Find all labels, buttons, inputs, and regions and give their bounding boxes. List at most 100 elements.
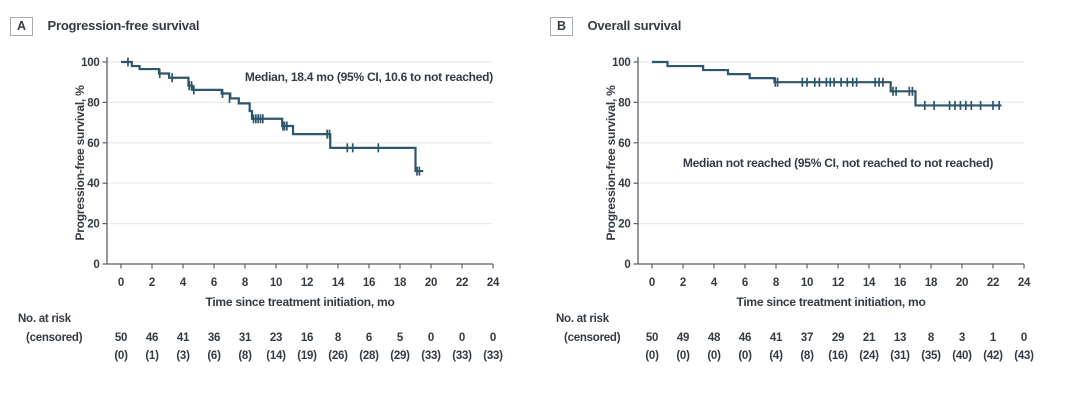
y-tick-label: 40 [618, 178, 630, 190]
censored-value: (8) [238, 350, 252, 362]
censored-value: (16) [828, 350, 848, 362]
x-tick-label: 20 [425, 277, 437, 289]
x-axis-title: Time since treatment initiation, mo [736, 295, 925, 309]
y-tick-label: 0 [624, 259, 630, 271]
panel-label-box: A [10, 17, 34, 36]
censored-value: (14) [266, 350, 286, 362]
censored-value: (0) [738, 350, 752, 362]
censored-value: (33) [452, 350, 472, 362]
median-annotation: Median, 18.4 mo (95% CI, 10.6 to not rea… [245, 70, 493, 84]
at-risk-value: 23 [270, 332, 282, 344]
at-risk-value: 0 [490, 332, 496, 344]
censored-value: (6) [207, 350, 221, 362]
at-risk-value: 0 [1021, 332, 1027, 344]
panel-title: Overall survival [587, 18, 682, 33]
at-risk-value: 29 [832, 332, 844, 344]
censored-value: (0) [676, 350, 690, 362]
y-tick-label: 100 [81, 57, 99, 69]
at-risk-value: 8 [928, 332, 935, 344]
y-tick-label: 60 [87, 138, 99, 150]
censored-label: (censored) [564, 332, 621, 344]
censored-value: (19) [297, 350, 317, 362]
at-risk-value: 50 [115, 332, 127, 344]
y-tick-label: 100 [612, 57, 630, 69]
x-tick-label: 20 [956, 277, 968, 289]
at-risk-value: 37 [801, 332, 813, 344]
x-tick-label: 10 [270, 277, 282, 289]
censored-value: (24) [859, 350, 879, 362]
at-risk-value: 41 [177, 332, 190, 344]
censored-value: (40) [952, 350, 972, 362]
panel-b: B Overall survival 0 20 40 60 80 100 0 2 4 6 8 10 12… [540, 0, 1080, 400]
at-risk-value: 1 [990, 332, 997, 344]
censored-value: (0) [645, 350, 659, 362]
censored-value: (33) [483, 350, 503, 362]
x-tick-label: 18 [925, 277, 938, 289]
at-risk-value: 3 [959, 332, 965, 344]
x-tick-label: 0 [649, 277, 655, 289]
x-tick-label: 2 [149, 277, 155, 289]
censored-value: (28) [359, 350, 379, 362]
x-tick-label: 0 [118, 277, 124, 289]
censored-value: (26) [328, 350, 348, 362]
y-axis-title: Progression-free survival, % [604, 85, 618, 241]
censored-value: (31) [890, 350, 910, 362]
at-risk-value: 5 [397, 332, 404, 344]
censored-value: (8) [800, 350, 814, 362]
at-risk-value: 16 [301, 332, 313, 344]
km-curve [652, 60, 1002, 107]
y-tick-label: 20 [87, 219, 99, 231]
y-tick-label: 20 [618, 219, 630, 231]
median-annotation: Median not reached (95% CI, not reached … [683, 156, 994, 170]
at-risk-value: 8 [335, 332, 342, 344]
panel-a: A Progression-free survival 0 20 40 60 80 100… [10, 17, 503, 362]
x-tick-label: 18 [394, 277, 407, 289]
x-tick-label: 22 [987, 277, 999, 289]
censored-value: (0) [114, 350, 128, 362]
x-tick-label: 4 [180, 277, 187, 289]
x-tick-label: 14 [332, 277, 345, 289]
censored-value: (3) [176, 350, 190, 362]
censored-value: (33) [421, 350, 441, 362]
at-risk-value: 36 [208, 332, 220, 344]
censored-value: (0) [707, 350, 721, 362]
y-axis-title: Progression-free survival, % [73, 85, 87, 241]
censored-value: (35) [921, 350, 941, 362]
censored-value: (4) [769, 350, 783, 362]
at-risk-value: 46 [146, 332, 158, 344]
at-risk-value: 0 [459, 332, 465, 344]
x-tick-label: 22 [456, 277, 468, 289]
y-tick-label: 80 [618, 97, 630, 109]
at-risk-value: 6 [366, 332, 372, 344]
y-tick-label: 40 [87, 178, 99, 190]
x-axis-title: Time since treatment initiation, mo [205, 295, 394, 309]
x-tick-label: 12 [832, 277, 844, 289]
y-tick-label: 80 [87, 97, 99, 109]
x-tick-label: 10 [801, 277, 813, 289]
at-risk-value: 49 [677, 332, 689, 344]
censored-label: (censored) [26, 332, 83, 344]
x-tick-label: 6 [211, 277, 217, 289]
at-risk-value: 21 [863, 332, 876, 344]
y-tick-label: 60 [618, 138, 630, 150]
at-risk-value: 41 [770, 332, 783, 344]
x-tick-label: 4 [711, 277, 718, 289]
panel-label-box: B [550, 17, 574, 36]
at-risk-value: 0 [428, 332, 434, 344]
censored-value: (29) [390, 350, 410, 362]
x-tick-label: 6 [742, 277, 748, 289]
x-tick-label: 12 [301, 277, 313, 289]
x-tick-label: 14 [863, 277, 876, 289]
panel-title: Progression-free survival [47, 18, 200, 33]
censored-value: (1) [145, 350, 159, 362]
x-tick-label: 16 [363, 277, 375, 289]
panel-a-header: A Progression-free survival [10, 17, 199, 36]
x-tick-label: 16 [894, 277, 906, 289]
at-risk-value: 13 [894, 332, 906, 344]
risk-label: No. at risk [556, 313, 610, 325]
